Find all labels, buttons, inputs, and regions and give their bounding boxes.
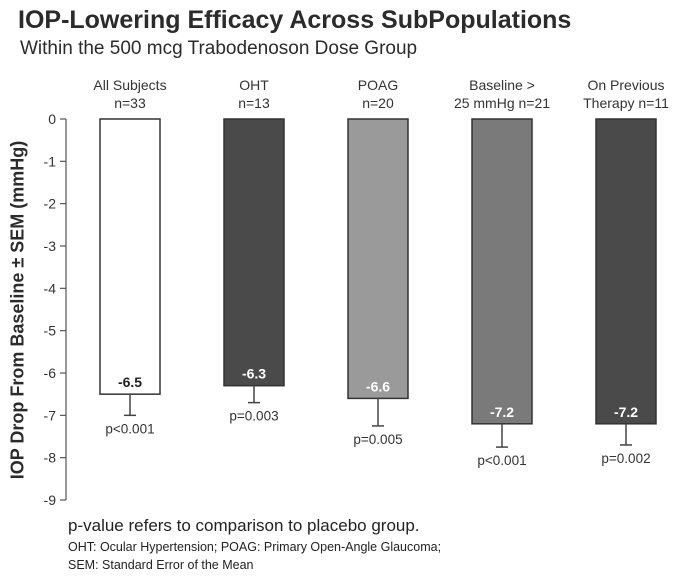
y-tick-label: -6 <box>44 365 57 381</box>
y-tick-label: -3 <box>44 238 57 254</box>
category-label-line2: n=20 <box>362 95 394 111</box>
footnote-abbreviations: OHT: Ocular Hypertension; POAG: Primary … <box>68 540 442 554</box>
category-label-line2: n=13 <box>238 95 270 111</box>
bar-value-label: -6.6 <box>366 378 390 394</box>
y-tick-label: -7 <box>44 407 57 423</box>
category-label-line1: POAG <box>358 77 398 93</box>
p-value-label: p=0.003 <box>229 409 278 424</box>
y-tick-label: 0 <box>48 111 56 127</box>
y-tick-label: -5 <box>44 323 57 339</box>
bar <box>471 118 533 425</box>
category-label-line2: 25 mmHg n=21 <box>454 95 550 111</box>
category-label-line1: On Previous <box>587 77 664 93</box>
bar <box>99 118 161 395</box>
bar-value-label: -7.2 <box>614 404 638 420</box>
footer-p-value-note: p-value refers to comparison to placebo … <box>68 516 420 535</box>
bar-value-label: -6.5 <box>118 374 142 390</box>
y-tick-label: -2 <box>44 196 57 212</box>
p-value-label: p<0.001 <box>105 421 154 436</box>
chart-title: IOP-Lowering Efficacy Across SubPopulati… <box>18 6 572 34</box>
bar-value-label: -7.2 <box>490 404 514 420</box>
p-value-label: p=0.002 <box>601 451 650 466</box>
p-value-label: p<0.001 <box>477 453 526 468</box>
y-tick-label: -4 <box>44 280 57 296</box>
category-label-line1: OHT <box>239 77 269 93</box>
bar <box>347 118 409 400</box>
y-tick-label: -8 <box>44 450 57 466</box>
bar <box>223 118 285 387</box>
category-label-line1: All Subjects <box>93 77 166 93</box>
footnote-sem: SEM: Standard Error of the Mean <box>68 558 254 572</box>
y-tick-label: -9 <box>44 492 57 508</box>
category-label-line2: Therapy n=11 <box>583 95 669 111</box>
bar-value-label: -6.3 <box>242 366 266 382</box>
category-label-line1: Baseline > <box>469 77 535 93</box>
p-value-label: p=0.005 <box>353 432 402 447</box>
bar <box>595 118 657 425</box>
chart-subtitle: Within the 500 mcg Trabodenoson Dose Gro… <box>20 38 418 59</box>
category-label-line2: n=33 <box>114 95 146 111</box>
y-tick-label: -1 <box>44 153 57 169</box>
